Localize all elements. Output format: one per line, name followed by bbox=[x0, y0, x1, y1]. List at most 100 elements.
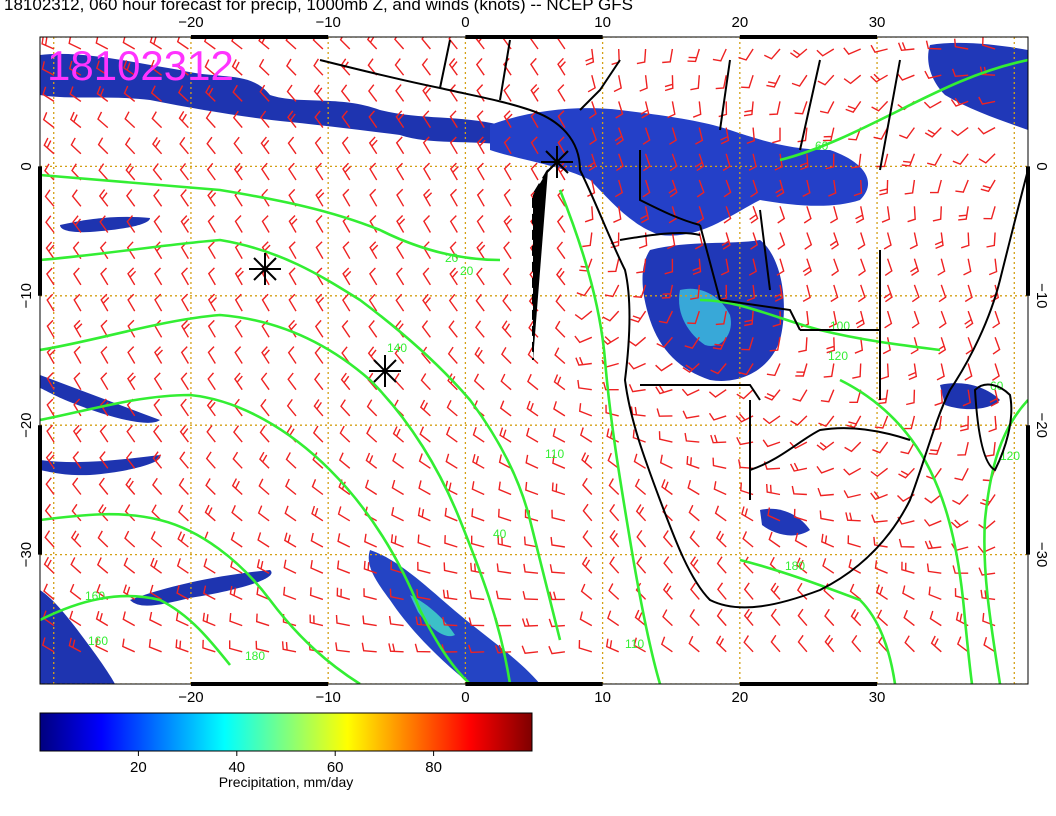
wind-barb bbox=[342, 188, 351, 207]
storm-marker bbox=[249, 253, 281, 285]
wind-barb bbox=[825, 153, 835, 170]
wind-barb bbox=[70, 557, 82, 574]
wind-barb bbox=[71, 189, 82, 207]
wind-barb bbox=[41, 637, 55, 653]
longitude-labels-bottom: −20 −10 0 10 20 30 bbox=[178, 689, 885, 706]
wind-barb bbox=[122, 638, 135, 653]
wind-barb bbox=[369, 162, 378, 181]
wind-barb bbox=[684, 336, 700, 350]
wind-barb bbox=[662, 609, 673, 627]
wind-barb bbox=[689, 530, 700, 548]
wind-barb bbox=[336, 587, 350, 601]
wind-barb bbox=[605, 638, 619, 653]
wind-barb bbox=[960, 232, 970, 249]
wind-barb bbox=[642, 153, 651, 172]
wind-barb bbox=[124, 137, 136, 155]
wind-barb bbox=[42, 86, 55, 102]
wind-barb bbox=[204, 59, 216, 76]
wind-barb bbox=[176, 585, 189, 601]
wind-barb bbox=[898, 467, 915, 479]
wind-barb bbox=[820, 389, 835, 403]
wind-barb bbox=[389, 588, 404, 601]
wind-barb bbox=[830, 284, 839, 303]
wind-barb bbox=[283, 586, 297, 601]
wind-barb bbox=[769, 101, 781, 116]
wind-barb bbox=[503, 215, 513, 233]
wind-barb bbox=[964, 363, 973, 381]
wind-barb bbox=[203, 558, 216, 574]
wind-barb bbox=[153, 398, 163, 417]
wind-barb bbox=[770, 634, 781, 653]
wind-barb bbox=[978, 567, 996, 576]
wind-barb bbox=[712, 48, 727, 62]
wind-barb bbox=[901, 561, 915, 574]
lat-tick-label: −10 bbox=[1033, 283, 1050, 308]
precipitation-shading bbox=[40, 42, 1028, 684]
wind-barb bbox=[530, 84, 540, 102]
wind-barb bbox=[475, 293, 485, 312]
lat-tick-label: 0 bbox=[1033, 162, 1050, 170]
wind-barb bbox=[448, 37, 458, 50]
wind-barb bbox=[150, 531, 163, 548]
wind-barb bbox=[335, 642, 350, 653]
wind-barb bbox=[930, 179, 942, 194]
wind-barb bbox=[843, 467, 862, 476]
wind-barb bbox=[548, 618, 565, 628]
wind-barb bbox=[176, 558, 189, 574]
wind-barb bbox=[181, 267, 190, 286]
lat-tick-label: −20 bbox=[1033, 412, 1050, 437]
colorbar-tick-label: 20 bbox=[130, 759, 147, 776]
wind-barb bbox=[314, 372, 324, 391]
wind-barb bbox=[494, 644, 512, 654]
wind-barb bbox=[715, 75, 727, 90]
wind-barb bbox=[614, 179, 624, 198]
lat-tick-label: −30 bbox=[18, 542, 35, 567]
wind-barb bbox=[443, 562, 458, 574]
wind-barb bbox=[681, 388, 700, 397]
wind-barb bbox=[420, 373, 431, 391]
wind-barb bbox=[152, 477, 163, 495]
wind-barb bbox=[476, 215, 485, 233]
wind-barb bbox=[99, 215, 109, 233]
wind-barb bbox=[69, 583, 82, 600]
wind-barb bbox=[234, 346, 243, 364]
wind-barb bbox=[875, 584, 888, 600]
wind-barb bbox=[690, 582, 700, 600]
wind-barb bbox=[503, 84, 512, 102]
wind-barb bbox=[819, 510, 834, 522]
country-border bbox=[439, 39, 911, 500]
wind-barb bbox=[579, 611, 593, 627]
wind-barb bbox=[126, 241, 136, 260]
contour-line bbox=[40, 393, 471, 684]
africa-coastline bbox=[319, 59, 1028, 609]
precip-congo-core bbox=[679, 288, 731, 346]
wind-barb bbox=[206, 425, 216, 443]
wind-barb bbox=[822, 127, 835, 142]
wind-barb bbox=[315, 162, 324, 181]
wind-barb bbox=[396, 162, 405, 181]
wind-barb bbox=[501, 320, 512, 338]
contour-label: 110 bbox=[545, 447, 564, 461]
wind-barb bbox=[831, 258, 840, 277]
wind-barb bbox=[630, 310, 647, 323]
wind-barb bbox=[259, 425, 270, 443]
wind-barb bbox=[472, 454, 485, 469]
wind-barb bbox=[642, 179, 651, 198]
wind-barb bbox=[287, 372, 297, 391]
contour-label: 180 bbox=[245, 649, 265, 663]
wind-barb bbox=[364, 506, 378, 522]
wind-barb bbox=[604, 284, 620, 298]
wind-barb bbox=[669, 127, 678, 145]
wind-barb bbox=[795, 363, 808, 377]
wind-barb bbox=[824, 634, 835, 653]
wind-barb bbox=[804, 232, 813, 250]
wind-barb bbox=[816, 465, 835, 474]
wind-barb bbox=[395, 293, 405, 312]
wind-barb bbox=[100, 372, 109, 391]
wind-barb bbox=[871, 100, 889, 112]
wind-barb bbox=[70, 530, 82, 548]
wind-barb bbox=[689, 609, 700, 627]
wind-barb bbox=[388, 615, 404, 627]
wind-barb bbox=[448, 320, 458, 338]
lon-tick-label: 30 bbox=[869, 689, 886, 706]
